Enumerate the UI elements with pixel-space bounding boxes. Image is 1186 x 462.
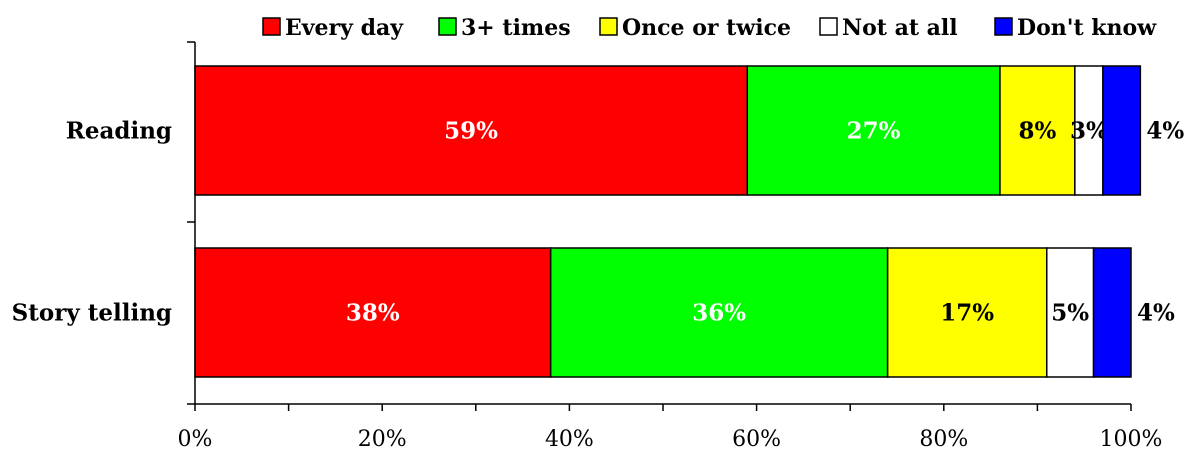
x-tick-label-3: 60% [732,427,781,452]
bar-segment-story-telling-once-or-twice [886,247,1048,378]
data-label-reading-not-at-all: 3% [1070,118,1108,145]
legend: Every day 3+ times Once or twice Not at all… [262,15,1157,41]
data-label-reading-3-times: 27% [847,118,901,145]
bar-segment-reading-don-t-know [1102,65,1142,196]
bar-segment-story-telling-don-t-know [1092,247,1132,378]
x-tick-label-5: 100% [1100,427,1163,452]
bar-segment-reading-every-day [194,65,748,196]
legend-label-3-times: 3+ times [461,15,571,41]
data-label-reading-don-t-know: 4% [1146,118,1184,145]
legend-swatch-every-day [262,17,281,36]
axes: 0% 20% 40% 60% 80% 100% [178,41,1163,452]
data-label-story-telling-every-day: 38% [346,300,400,327]
data-label-story-telling-don-t-know: 4% [1137,300,1175,327]
legend-label-not-at-all: Not at all [842,15,958,41]
legend-swatch-don-t-know [994,17,1013,36]
bar-segment-reading-3-times [746,65,1001,196]
bar-segment-reading-not-at-all [1074,65,1104,196]
legend-label-every-day: Every day [285,15,404,41]
bars: 59% 27% 8% 3% 4% Reading 38% 36% 17% 5% 4% Story te… [12,65,1184,378]
data-label-story-telling-once-or-twice: 17% [940,300,994,327]
data-label-reading-once-or-twice: 8% [1018,118,1056,145]
x-tick-label-2: 40% [545,427,594,452]
data-label-story-telling-not-at-all: 5% [1051,300,1089,327]
legend-swatch-once-or-twice [599,17,618,36]
legend-swatch-3-times [438,17,457,36]
x-tick-label-4: 80% [919,427,968,452]
category-label-story-telling: Story telling [12,300,172,327]
legend-swatch-not-at-all [819,17,838,36]
category-label-reading: Reading [66,118,172,145]
data-label-story-telling-3-times: 36% [692,300,746,327]
legend-label-once-or-twice: Once or twice [622,15,791,41]
data-label-reading-every-day: 59% [444,118,498,145]
x-tick-label-1: 20% [358,427,407,452]
bar-segment-story-telling-not-at-all [1046,247,1095,378]
bar-segment-story-telling-every-day [194,247,552,378]
x-tick-label-0: 0% [178,427,213,452]
legend-label-don-t-know: Don't know [1017,15,1157,41]
